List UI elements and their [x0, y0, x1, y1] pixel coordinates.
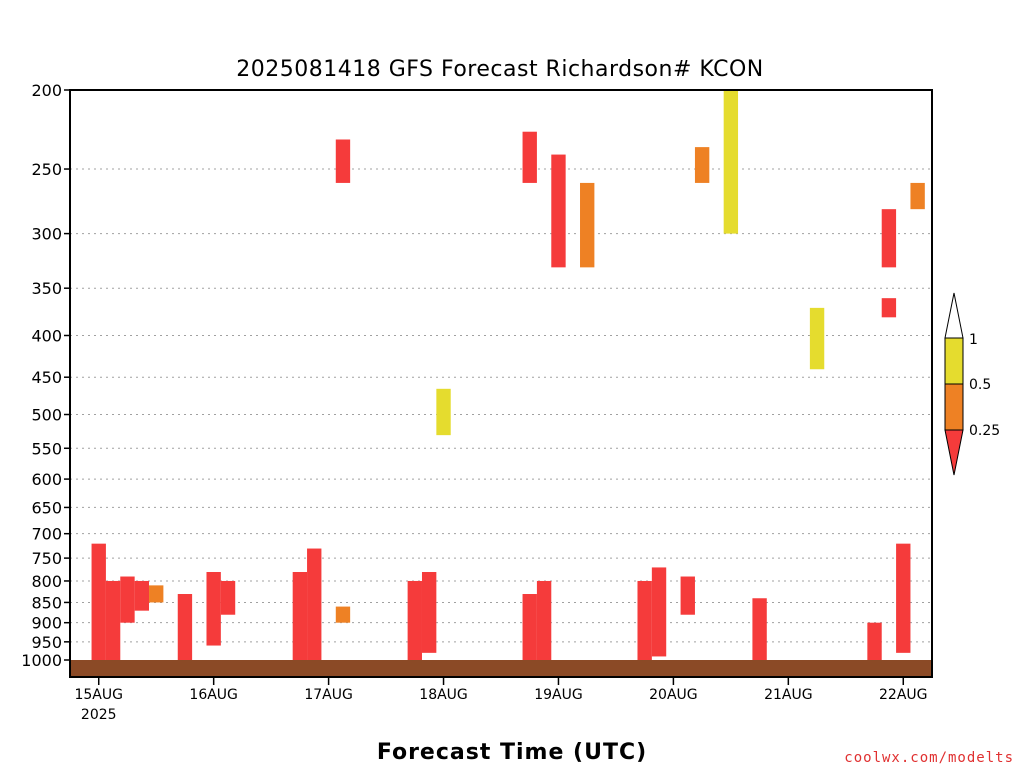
ri-cell	[867, 622, 882, 660]
chart-title: 2025081418 GFS Forecast Richardson# KCON	[236, 57, 764, 82]
ri-cell	[809, 307, 825, 370]
ri-cell	[206, 572, 221, 646]
ri-cell	[522, 594, 537, 660]
ri-cell	[910, 182, 925, 210]
grid-lines	[70, 168, 932, 643]
y-tick-label: 750	[31, 549, 62, 568]
colorbar-bin	[944, 383, 964, 431]
ri-cell	[694, 147, 710, 183]
richardson-cells	[91, 90, 925, 660]
ri-cell	[680, 576, 695, 615]
x-tick-label: 15AUG	[74, 687, 123, 703]
ri-cell	[881, 209, 897, 268]
y-tick-label: 400	[31, 326, 62, 345]
x-tick-label: 19AUG	[534, 687, 583, 703]
y-tick-label: 950	[31, 633, 62, 652]
x-tick-label: 18AUG	[419, 687, 468, 703]
x-tick-label: 20AUG	[649, 687, 698, 703]
x-axis: 15AUG 2025 16AUG 17AUG 18AUG 19AUG 20AUG 21AUG 2…	[74, 677, 928, 723]
ri-cell	[536, 580, 552, 660]
ri-cell	[120, 576, 135, 623]
x-tick-label: 17AUG	[304, 687, 353, 703]
y-tick-label: 550	[31, 439, 62, 458]
colorbar-label: 0.5	[969, 377, 991, 393]
ri-cell	[896, 543, 911, 653]
ri-cell	[177, 594, 193, 660]
x-tick-label: 16AUG	[189, 687, 238, 703]
ri-cell	[881, 298, 897, 318]
ri-cell	[292, 572, 308, 660]
ri-cell	[580, 182, 595, 268]
y-tick-label: 600	[31, 470, 62, 489]
ri-cell	[220, 580, 236, 615]
y-tick-label: 650	[31, 498, 62, 517]
ri-cell	[651, 567, 667, 657]
y-tick-label: 850	[31, 593, 62, 612]
ri-cell	[637, 580, 652, 660]
y-tick-label: 200	[31, 81, 62, 100]
y-tick-label: 450	[31, 368, 62, 387]
ri-cell	[752, 598, 767, 660]
colorbar-bottom-arrow	[944, 429, 964, 476]
y-tick-label: 900	[31, 614, 62, 633]
colorbar-bin	[944, 337, 964, 385]
ri-cell	[91, 543, 106, 660]
y-tick-label: 800	[31, 572, 62, 591]
ri-cell	[307, 548, 322, 660]
colorbar: 1 0.5 0.25	[944, 292, 1000, 476]
plot-frame	[69, 89, 933, 678]
ri-cell	[551, 154, 566, 268]
ri-cell	[105, 580, 121, 660]
colorbar-label: 1	[969, 332, 978, 348]
y-tick-label: 350	[31, 279, 62, 298]
ground-fill	[70, 660, 932, 677]
x-axis-label: Forecast Time (UTC)	[377, 740, 647, 765]
ri-cell	[723, 90, 739, 234]
ri-cell	[149, 585, 164, 603]
colorbar-top-arrow	[944, 292, 964, 339]
ri-cell	[436, 388, 451, 436]
y-tick-label: 1000	[21, 651, 62, 670]
x-tick-sublabel: 2025	[81, 707, 117, 723]
ri-cell	[522, 131, 537, 183]
ground-layer	[70, 660, 932, 677]
x-tick-label: 22AUG	[879, 687, 928, 703]
y-tick-label: 250	[31, 160, 62, 179]
credit-text: coolwx.com/modelts	[844, 750, 1014, 766]
colorbar-label: 0.25	[969, 423, 1000, 439]
y-axis: 200 250 300 350 400 450 500 550 600 650 700 750 800 8…	[21, 81, 70, 670]
y-tick-label: 700	[31, 525, 62, 544]
x-tick-label: 21AUG	[764, 687, 813, 703]
ri-cell	[407, 580, 422, 660]
ri-cell	[421, 572, 437, 653]
y-tick-label: 300	[31, 225, 62, 244]
ri-cell	[134, 580, 150, 611]
ri-cell	[335, 606, 351, 623]
y-tick-label: 500	[31, 406, 62, 425]
ri-cell	[335, 139, 351, 183]
